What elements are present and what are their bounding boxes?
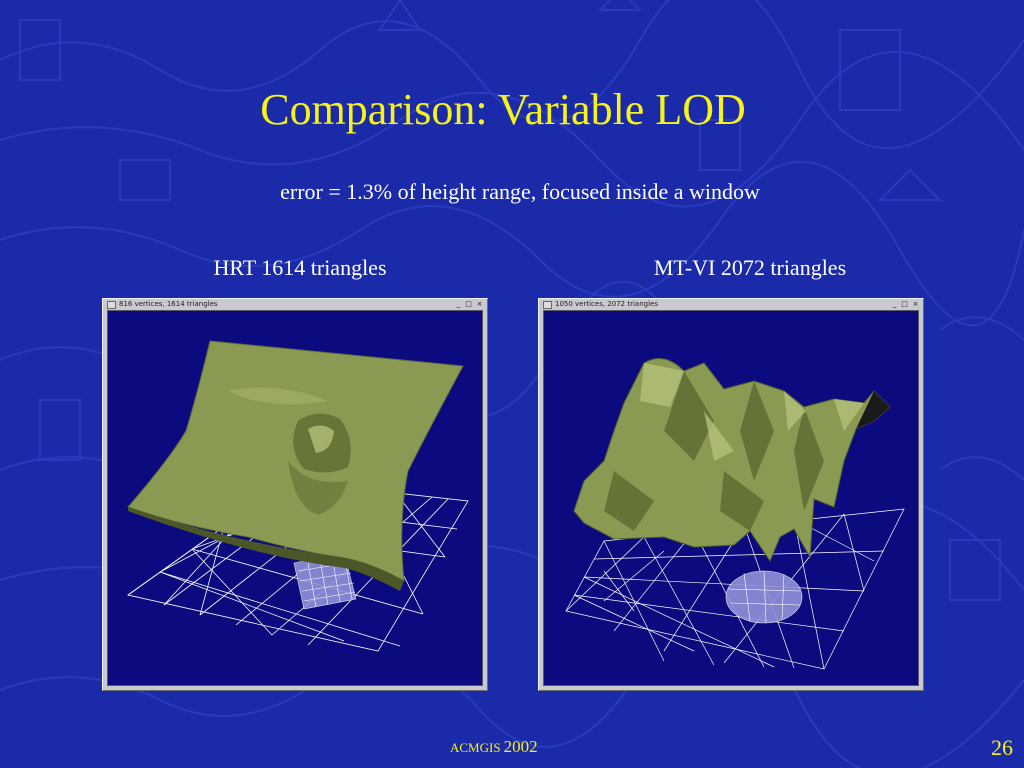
slide-title: Comparison: Variable LOD: [260, 85, 746, 134]
terrain-surface: [573, 358, 891, 563]
close-button[interactable]: ×: [911, 300, 920, 308]
terrain-viewport[interactable]: [543, 310, 919, 686]
footer-conference: ACMGIS 2002: [450, 738, 538, 757]
window-titlebar[interactable]: 816 vertices, 1614 triangles _ □ ×: [105, 300, 485, 309]
footer-org: ACMGIS: [450, 740, 501, 755]
close-button[interactable]: ×: [475, 300, 484, 308]
terrain-surface: [127, 340, 464, 582]
maximize-button[interactable]: □: [900, 300, 909, 308]
slide-subtitle: error = 1.3% of height range, focused in…: [280, 179, 760, 204]
mesh-grid: [565, 508, 905, 670]
mtvi-terrain-render: [565, 358, 905, 670]
minimize-button[interactable]: _: [890, 300, 899, 308]
window-menu-icon[interactable]: [107, 301, 116, 309]
window-title: 1050 vertices, 2072 triangles: [555, 300, 658, 308]
window-menu-icon[interactable]: [543, 301, 552, 309]
terrain-ridges: [604, 371, 824, 531]
caption-hrt: HRT 1614 triangles: [213, 255, 387, 280]
page-number: 26: [991, 735, 1013, 760]
window-titlebar[interactable]: 1050 vertices, 2072 triangles _ □ ×: [541, 300, 921, 309]
minimize-button[interactable]: _: [454, 300, 463, 308]
caption-mtvi: MT-VI 2072 triangles: [653, 255, 847, 280]
footer-year: 2002: [503, 737, 538, 756]
dense-mesh-region: [725, 570, 803, 624]
hrt-terrain-render: [127, 340, 469, 652]
hrt-render-window[interactable]: 816 vertices, 1614 triangles _ □ ×: [102, 298, 488, 691]
mtvi-render-window[interactable]: 1050 vertices, 2072 triangles _ □ ×: [538, 298, 924, 691]
maximize-button[interactable]: □: [464, 300, 473, 308]
window-title: 816 vertices, 1614 triangles: [119, 300, 218, 308]
terrain-viewport[interactable]: [107, 310, 483, 686]
